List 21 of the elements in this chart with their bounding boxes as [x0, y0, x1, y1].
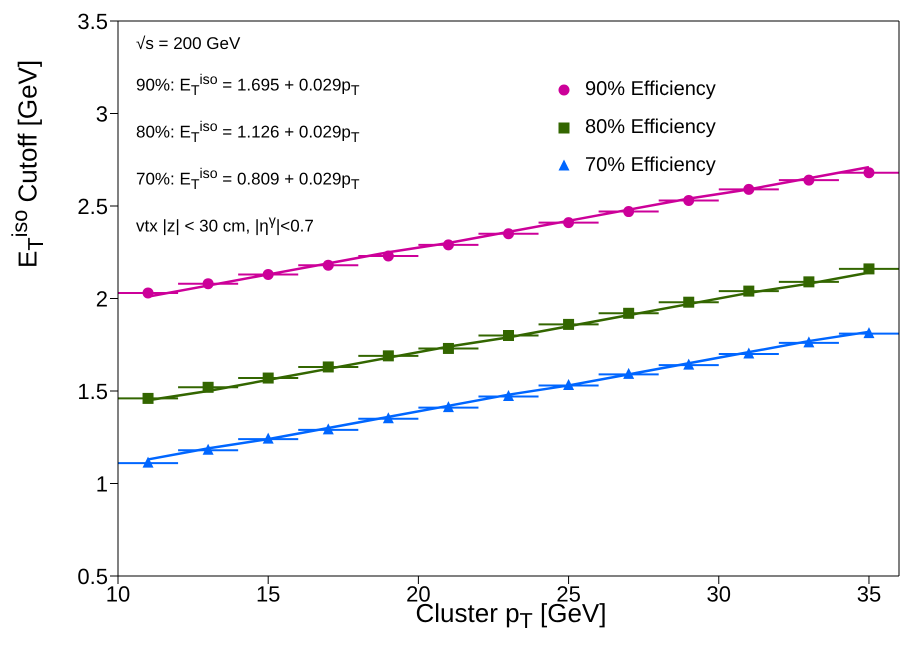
y-tick-label: 2	[96, 286, 108, 312]
annotation: vtx |z| < 30 cm, |η$^{γ}$|<0.7	[136, 212, 315, 238]
x-tick-label: 30	[706, 582, 732, 607]
y-tick-label: 2.5	[77, 194, 108, 219]
legend-label: 80% Efficiency	[585, 115, 716, 140]
annotation: 90%: E$_{T}$$^{iso}$ = 1.695 + 0.029p$_{T}$	[136, 71, 360, 102]
point	[863, 167, 874, 178]
point	[142, 456, 154, 468]
y-tick-label: 3.5	[77, 8, 108, 34]
x-tick-label: 35	[856, 582, 882, 607]
legend-label: 90% Efficiency	[585, 77, 716, 102]
y-tick-label: 3	[96, 101, 108, 126]
annotation: 70%: E$_{T}$$^{iso}$ = 0.809 + 0.029p$_{T}$	[136, 165, 360, 196]
y-tick-label: 1.5	[77, 378, 108, 404]
y-tick-label: 1	[96, 471, 108, 496]
y-tick-label: 0.5	[77, 564, 108, 589]
x-tick-label: 15	[256, 582, 280, 607]
annotation: √s = 200 GeV	[136, 33, 242, 55]
annotation: 80%: E$_{T}$$^{iso}$ = 1.126 + 0.029p$_{T}$	[136, 118, 360, 148]
legend-label: 70% Efficiency	[585, 153, 716, 178]
x-tick-label: 10	[106, 582, 130, 607]
